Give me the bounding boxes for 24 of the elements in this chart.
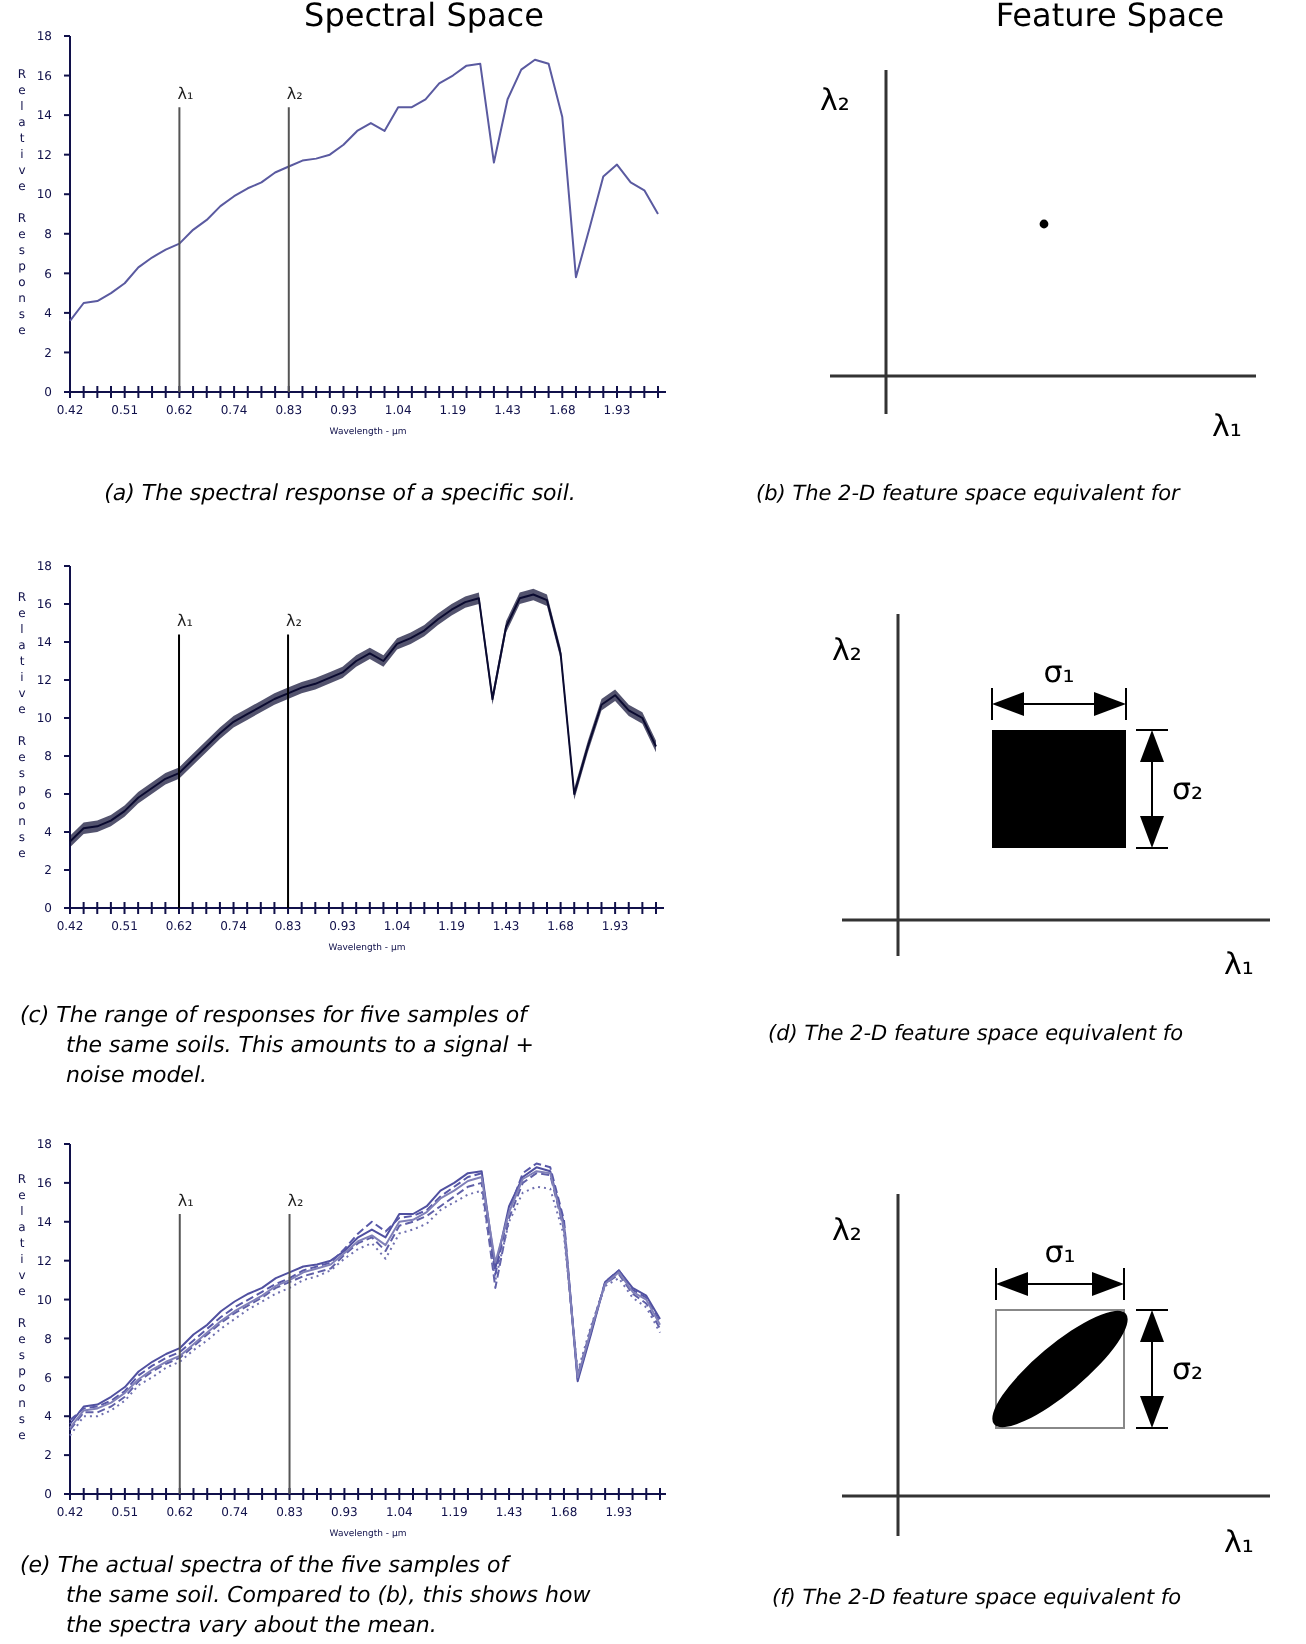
text: σ₂ — [1172, 771, 1204, 807]
text: λ₁ — [1212, 408, 1242, 444]
text: λ₂ — [832, 632, 862, 668]
text: λ₂ — [820, 82, 850, 118]
ref-line-label: λ₁ — [177, 612, 193, 631]
text: σ₁ — [1044, 1234, 1076, 1270]
text: (f) The 2-D feature space equivalent fo — [772, 1586, 1182, 1610]
ref-line-label: λ₂ — [286, 612, 302, 631]
ref-line-label: λ₁ — [177, 85, 194, 104]
text: λ₂ — [832, 1212, 862, 1248]
text: Feature Space — [995, 0, 1225, 34]
text: (c) The range of responses for five samples of the same soils. This amounts to a signal + noise model. — [20, 1002, 534, 1088]
ref-line-label: λ₁ — [177, 1192, 194, 1210]
text: (b) The 2-D feature space equivalent for — [756, 482, 1182, 506]
text: (e) The actual spectra of the five samples of the same soil. Compared to (b), this shows how the spectra vary about the mean. — [20, 1552, 591, 1638]
text: σ₁ — [1043, 654, 1075, 690]
chart-title: Spectral Space — [304, 0, 544, 34]
text: σ₂ — [1172, 1351, 1204, 1387]
text: (d) The 2-D feature space equivalent fo — [768, 1022, 1184, 1046]
text: λ₁ — [1224, 946, 1254, 982]
text: λ₁ — [1224, 1524, 1254, 1560]
text: (a) The spectral response of a specific soil. — [104, 480, 576, 506]
ref-line-label: λ₂ — [287, 1192, 304, 1210]
ref-line-label: λ₂ — [286, 85, 303, 104]
